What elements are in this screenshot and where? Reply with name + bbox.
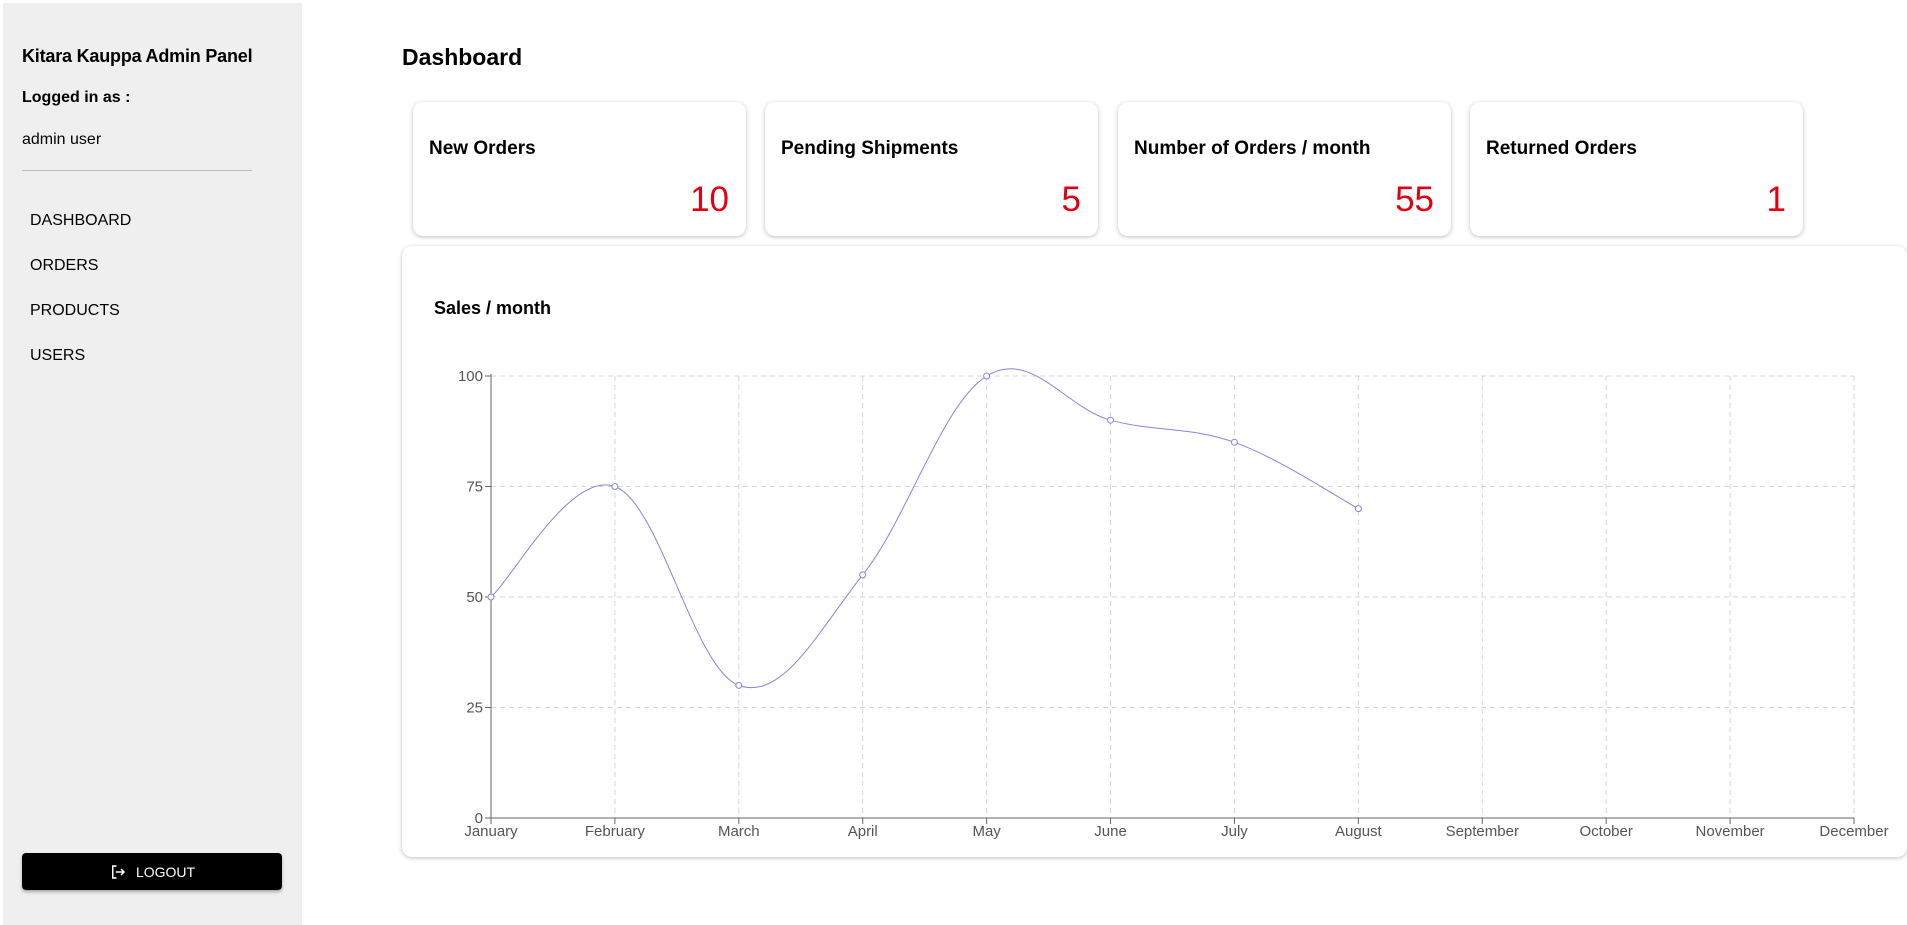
x-tick-label: September: [1446, 823, 1519, 840]
x-tick-label: April: [848, 823, 878, 840]
card-title: Returned Orders: [1486, 138, 1637, 160]
sales-chart-panel: Sales / month 0 25 50 75 100 January February M…: [402, 246, 1907, 857]
sidebar: Kitara Kauppa Admin Panel Logged in as :…: [3, 3, 302, 925]
x-tick-label: May: [972, 823, 1001, 840]
stat-card-new-orders: New Orders 10: [413, 102, 746, 236]
data-point: [1355, 506, 1361, 512]
y-tick-label: 75: [466, 479, 483, 496]
x-tick-label: January: [464, 823, 518, 840]
data-point: [612, 484, 618, 490]
user-name: admin user: [22, 131, 101, 149]
sidebar-divider: [22, 170, 252, 171]
stat-card-orders-per-month: Number of Orders / month 55: [1118, 102, 1451, 236]
y-tick-label: 25: [466, 700, 483, 717]
logout-label: LOGOUT: [136, 864, 195, 880]
logout-icon: [109, 863, 127, 881]
page-title: Dashboard: [402, 44, 522, 71]
logged-in-label: Logged in as :: [22, 89, 130, 107]
app-title: Kitara Kauppa Admin Panel: [22, 46, 252, 67]
x-tick-label: March: [718, 823, 760, 840]
x-tick-label: December: [1819, 823, 1888, 840]
logout-button[interactable]: LOGOUT: [22, 853, 282, 890]
card-value: 55: [1395, 180, 1434, 220]
x-tick-label: October: [1580, 823, 1633, 840]
sidebar-item-orders[interactable]: ORDERS: [3, 243, 302, 288]
data-point: [1231, 439, 1237, 445]
x-tick-label: November: [1695, 823, 1764, 840]
x-tick-label: February: [585, 823, 646, 840]
x-tick-label: August: [1335, 823, 1383, 840]
sidebar-nav: DASHBOARD ORDERS PRODUCTS USERS: [3, 198, 302, 378]
sidebar-item-users[interactable]: USERS: [3, 333, 302, 378]
stat-card-pending-shipments: Pending Shipments 5: [765, 102, 1098, 236]
x-tick-label: June: [1094, 823, 1127, 840]
data-point: [860, 572, 866, 578]
data-point: [1108, 417, 1114, 423]
card-value: 5: [1062, 180, 1081, 220]
data-point: [736, 682, 742, 688]
x-tick-label: July: [1221, 823, 1248, 840]
card-title: Number of Orders / month: [1134, 138, 1370, 160]
y-tick-label: 50: [466, 589, 483, 606]
data-point: [488, 594, 494, 600]
card-title: Pending Shipments: [781, 138, 958, 160]
card-value: 1: [1767, 180, 1786, 220]
y-tick-label: 100: [458, 368, 483, 385]
sidebar-item-products[interactable]: PRODUCTS: [3, 288, 302, 333]
data-point: [984, 373, 990, 379]
stat-card-returned-orders: Returned Orders 1: [1470, 102, 1803, 236]
sidebar-item-dashboard[interactable]: DASHBOARD: [3, 198, 302, 243]
card-title: New Orders: [429, 138, 536, 160]
card-value: 10: [690, 180, 729, 220]
series-line-sales: [491, 369, 1358, 688]
